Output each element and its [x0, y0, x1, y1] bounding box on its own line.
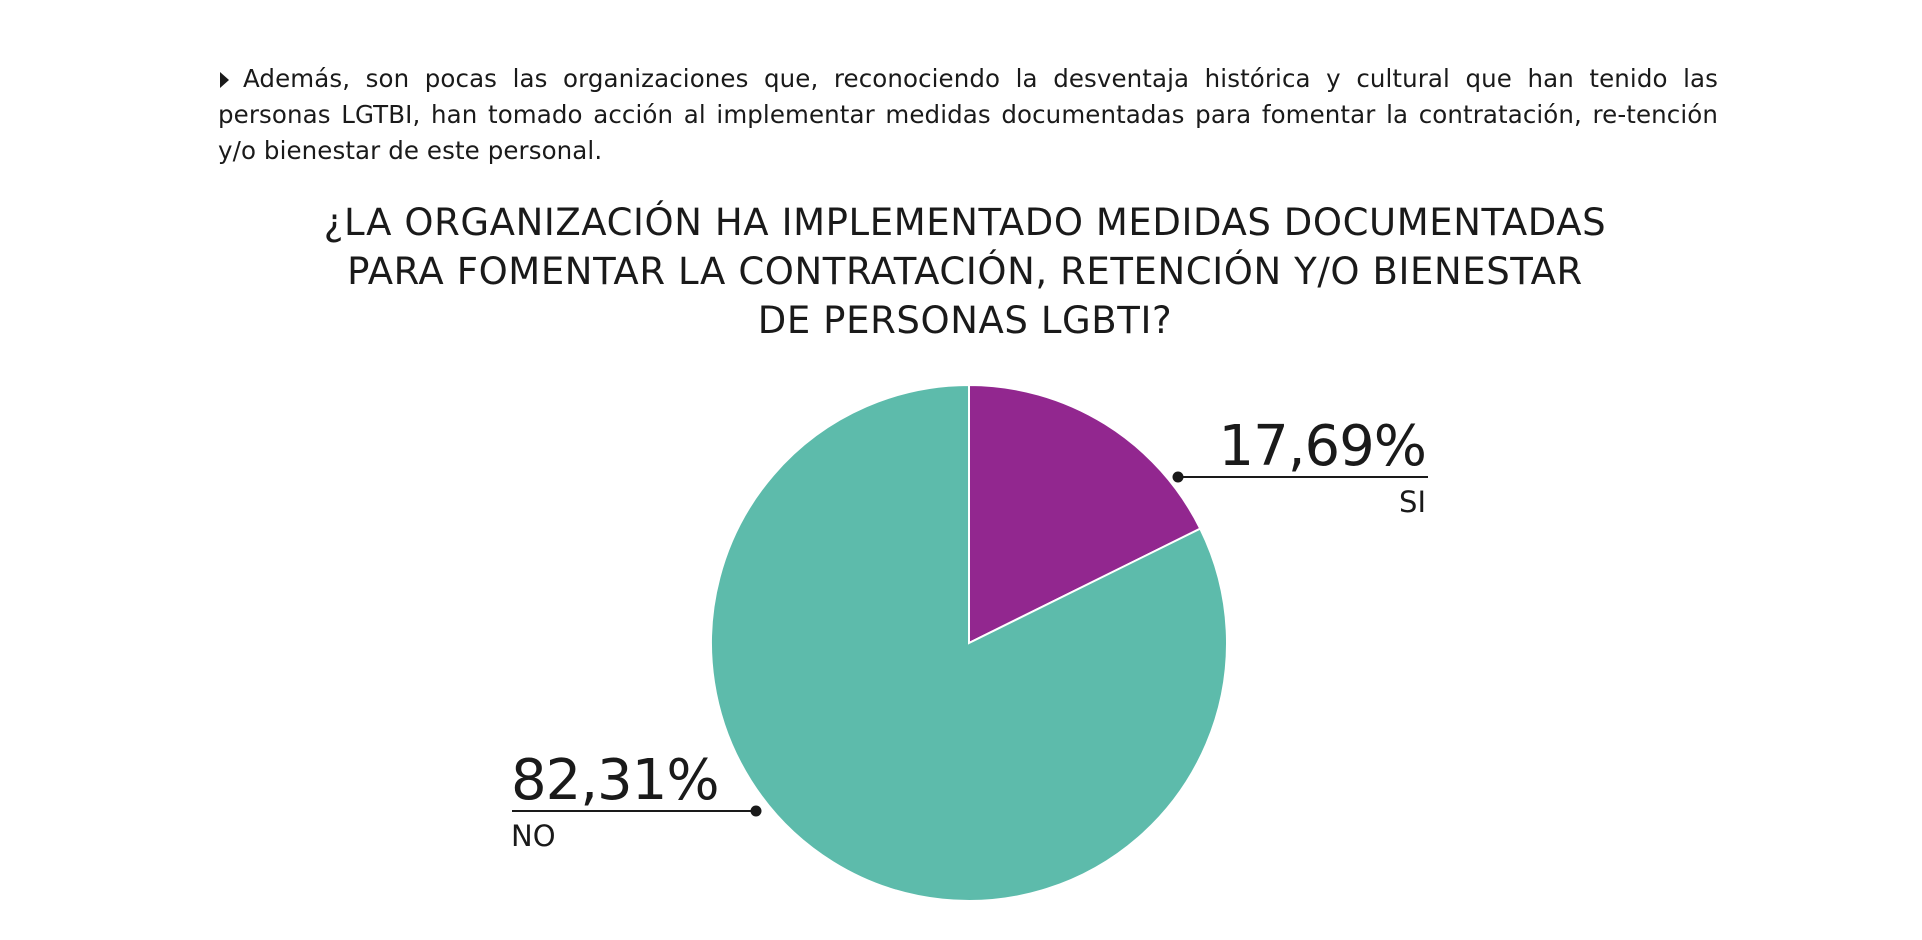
- pie-slice-si: [968, 383, 1202, 645]
- chart-title-line-2: PARA FOMENTAR LA CONTRATACIÓN, RETENCIÓN…: [347, 250, 1583, 293]
- callout-si: 17,69% SI: [1172, 414, 1428, 519]
- leader-dot-no: [750, 805, 762, 817]
- chart-title-line-3: DE PERSONAS LGBTI?: [757, 299, 1173, 342]
- intro-paragraph: Además, son pocas las organizaciones que…: [218, 61, 1718, 169]
- chart-title-line-1: ¿LA ORGANIZACIÓN HA IMPLEMENTADO MEDIDAS…: [323, 201, 1607, 244]
- leader-dot-si: [1172, 471, 1184, 483]
- bullet-triangle-icon: [220, 71, 229, 88]
- intro-text: Además, son pocas las organizaciones que…: [218, 63, 1718, 165]
- callout-no: 82,31% NO: [511, 748, 762, 853]
- value-label-si: 17,69%: [1218, 414, 1426, 479]
- value-label-no: 82,31%: [511, 748, 719, 813]
- chart-title: ¿LA ORGANIZACIÓN HA IMPLEMENTADO MEDIDAS…: [260, 198, 1670, 345]
- category-label-si: SI: [1399, 485, 1426, 519]
- category-label-no: NO: [511, 819, 556, 853]
- pie-slice-no: [710, 383, 1228, 902]
